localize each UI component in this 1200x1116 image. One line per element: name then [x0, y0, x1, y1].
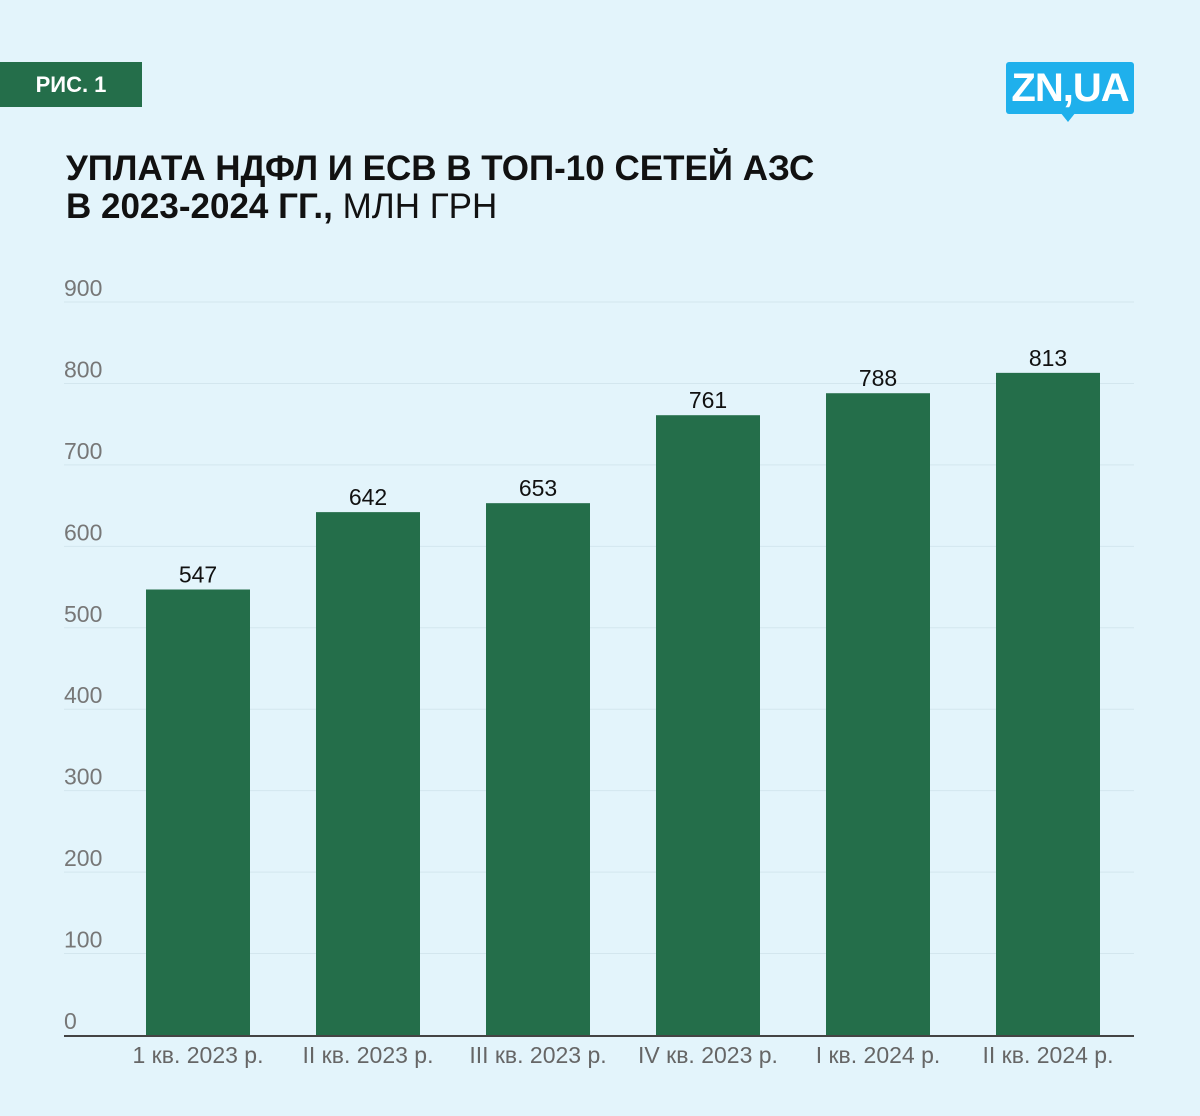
title-line-1: УПЛАТА НДФЛ И ЕСВ В ТОП-10 СЕТЕЙ АЗС [66, 149, 815, 188]
bar [656, 415, 760, 1035]
y-tick-label: 400 [64, 682, 102, 708]
bar [146, 589, 250, 1035]
data-label: 788 [859, 365, 897, 391]
bar [316, 512, 420, 1035]
title-line-2: В 2023-2024 ГГ., [66, 187, 333, 226]
bar [486, 503, 590, 1035]
y-tick-label: 800 [64, 356, 102, 382]
y-tick-label: 900 [64, 275, 102, 301]
logo-text: ZN,UA [1006, 62, 1134, 114]
chart-title: УПЛАТА НДФЛ И ЕСВ В ТОП-10 СЕТЕЙ АЗС В 2… [66, 150, 814, 226]
y-tick-label: 600 [64, 519, 102, 545]
x-tick-label: II кв. 2023 р. [303, 1042, 434, 1068]
zn-ua-logo: ZN,UA [1006, 62, 1134, 122]
x-tick-label: II кв. 2024 р. [983, 1042, 1114, 1068]
y-tick-label: 500 [64, 601, 102, 627]
data-label: 547 [179, 561, 217, 587]
data-label: 653 [519, 475, 557, 501]
data-label: 642 [349, 484, 387, 510]
bar [996, 372, 1100, 1035]
y-tick-label: 700 [64, 438, 102, 464]
x-tick-label: I кв. 2024 р. [816, 1042, 941, 1068]
y-tick-label: 100 [64, 927, 102, 953]
x-tick-label: IV кв. 2023 р. [638, 1042, 778, 1068]
y-tick-label: 300 [64, 764, 102, 790]
figure-badge: РИС. 1 [0, 62, 142, 107]
y-tick-label: 0 [64, 1008, 77, 1034]
title-unit: МЛН ГРН [332, 187, 498, 226]
data-label: 761 [689, 387, 727, 413]
bar [826, 393, 930, 1035]
logo-speech-tail [1060, 112, 1076, 122]
x-tick-label: 1 кв. 2023 р. [133, 1042, 264, 1068]
x-tick-label: III кв. 2023 р. [469, 1042, 606, 1068]
y-tick-label: 200 [64, 845, 102, 871]
data-label: 813 [1029, 345, 1067, 371]
